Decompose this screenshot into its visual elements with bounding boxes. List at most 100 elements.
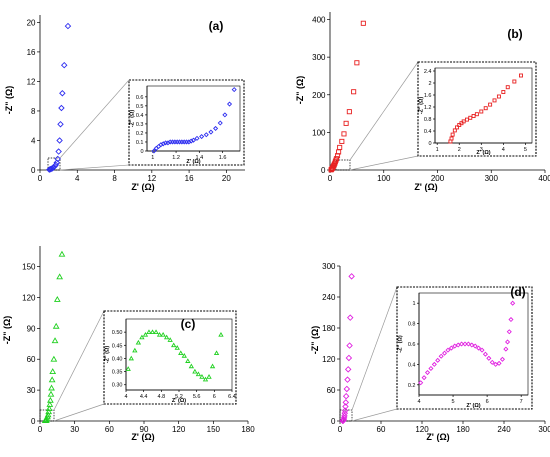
inset-data-point xyxy=(153,329,159,335)
panel-c-y-tick-label: 60 xyxy=(27,355,36,364)
panel-d-y-tick-label: 60 xyxy=(327,386,336,395)
panel-c-y-tick-label: 30 xyxy=(27,386,36,395)
inset-data-point xyxy=(482,351,488,357)
panel-d-y-tick-label: 240 xyxy=(322,293,336,302)
inset-data-point xyxy=(449,136,454,141)
inset-b-y-tick-label: 2 xyxy=(428,81,431,87)
inset-data-point xyxy=(195,371,202,377)
inset-d-y-tick-label: 0.6 xyxy=(408,342,416,348)
inset-b-x-tick-label: 5 xyxy=(524,147,527,153)
panel-b-y-tick-label: 200 xyxy=(312,91,326,100)
inset-data-point xyxy=(499,356,505,362)
inset-data-point xyxy=(501,90,506,94)
inset-data-point xyxy=(218,331,224,337)
inset-b-y-tick-label: 2.4 xyxy=(424,69,432,75)
inset-data-point xyxy=(185,358,191,363)
data-point xyxy=(346,109,352,115)
inset-b-y-tick-label: 1.6 xyxy=(424,93,432,99)
inset-data-point xyxy=(151,148,157,154)
inset-x-axis-label: Z' (Ω) xyxy=(172,398,186,404)
zoom-connector xyxy=(53,310,105,411)
data-point xyxy=(52,322,60,329)
data-point xyxy=(58,250,66,257)
inset-data-point xyxy=(188,363,195,369)
inset-d-y-tick-label: 1 xyxy=(412,301,415,307)
data-point xyxy=(44,411,52,418)
data-point xyxy=(45,405,53,412)
inset-c-y-tick-label: 0.50 xyxy=(112,330,123,336)
inset-data-point xyxy=(213,350,220,356)
inset-a-y-tick-label: 0.1 xyxy=(136,140,144,146)
inset-data-point xyxy=(428,365,434,372)
data-point xyxy=(50,355,58,362)
inset-data-point xyxy=(465,341,471,347)
inset-data-point xyxy=(132,347,138,353)
data-point xyxy=(341,407,349,414)
y-axis-label: -Z" (Ω) xyxy=(4,86,14,114)
y-axis-label: -Z" (Ω) xyxy=(295,76,305,104)
inset-data-point xyxy=(512,79,517,84)
panel-b-x-tick-label: 300 xyxy=(485,174,499,183)
panel-label: (b) xyxy=(507,27,522,41)
panel-a-x-tick-label: 4 xyxy=(75,174,80,183)
inset-data-point xyxy=(479,109,484,114)
inset-data-point xyxy=(160,331,166,337)
panel-c-y-tick-label: 150 xyxy=(22,263,36,272)
inset-d-x-tick-label: 5 xyxy=(452,399,455,405)
panel-a-x-tick-label: 8 xyxy=(112,174,117,183)
x-axis-label: Z' (Ω) xyxy=(131,182,154,192)
data-point xyxy=(56,137,63,144)
panel-a-x-tick-label: 0 xyxy=(38,174,43,183)
panel-c-x-tick-label: 30 xyxy=(70,425,79,434)
panel-c-x-tick-label: 60 xyxy=(105,425,114,434)
inset-frame xyxy=(128,79,245,166)
inset-data-point xyxy=(128,355,134,361)
inset-y-axis-label: -Z" (Ω) xyxy=(130,110,136,128)
panel-a-x-tick-label: 20 xyxy=(222,174,231,183)
inset-data-point xyxy=(505,85,510,90)
inset-b-y-tick-label: 0.8 xyxy=(424,117,432,123)
panel-d: 0 60 120 180 240 300 0 60 120 180 240 300 4 5 6 7 0.2 0.4… xyxy=(310,262,550,442)
panel-a-y-tick-label: 0 xyxy=(31,166,36,175)
data-point xyxy=(354,60,360,66)
panel-b-x-tick-label: 0 xyxy=(328,174,333,183)
panel-a-y-tick-label: 16 xyxy=(27,48,36,57)
data-point xyxy=(343,385,351,393)
data-point xyxy=(60,61,68,69)
data-point xyxy=(55,148,62,155)
panel-c-y-tick-label: 90 xyxy=(27,324,36,333)
inset-data-point xyxy=(163,334,170,340)
inset-data-point xyxy=(445,347,451,353)
inset-y-axis-label: -Z" (Ω) xyxy=(419,97,425,115)
inset-data-point xyxy=(209,363,216,369)
inset-data-point xyxy=(435,357,441,363)
inset-d-x-tick-label: 6 xyxy=(486,399,489,405)
data-point xyxy=(54,155,61,163)
inset-a-x-tick-label: 1.6 xyxy=(219,155,227,161)
data-point xyxy=(344,366,352,373)
inset-b-x-tick-label: 1 xyxy=(436,147,439,153)
data-point xyxy=(351,89,357,95)
inset-data-point xyxy=(167,337,173,342)
panel-c-y-tick-label: 0 xyxy=(31,417,36,426)
inset-data-point xyxy=(469,342,475,348)
inset-data-point xyxy=(508,316,514,323)
inset-data-point xyxy=(174,345,180,350)
panel-a-y-tick-label: 12 xyxy=(27,77,36,86)
inset-y-axis-label: -Z" (Ω) xyxy=(105,346,111,364)
zoom-connector xyxy=(349,155,419,171)
inset-a-y-tick-label: 0.5 xyxy=(136,104,144,110)
inset-data-point xyxy=(486,355,492,361)
panel-c-x-tick-label: 0 xyxy=(38,425,43,434)
panel-d-x-tick-label: 300 xyxy=(538,425,550,434)
inset-data-point xyxy=(488,102,493,107)
panel-b: 0 100 200 300 400 0 100 200 300 400 1 2 3 4 5 0 0.4 0.8 1.… xyxy=(295,12,550,192)
x-axis-label: Z' (Ω) xyxy=(414,182,437,192)
inset-data-point xyxy=(171,342,177,348)
inset-c-x-tick-label: 4 xyxy=(124,394,127,400)
panel-d-x-tick-label: 180 xyxy=(456,425,470,434)
panel-b-y-tick-label: 300 xyxy=(312,53,326,62)
inset-data-point xyxy=(125,366,131,371)
inset-data-point xyxy=(472,343,478,349)
inset-data-point xyxy=(181,353,187,358)
